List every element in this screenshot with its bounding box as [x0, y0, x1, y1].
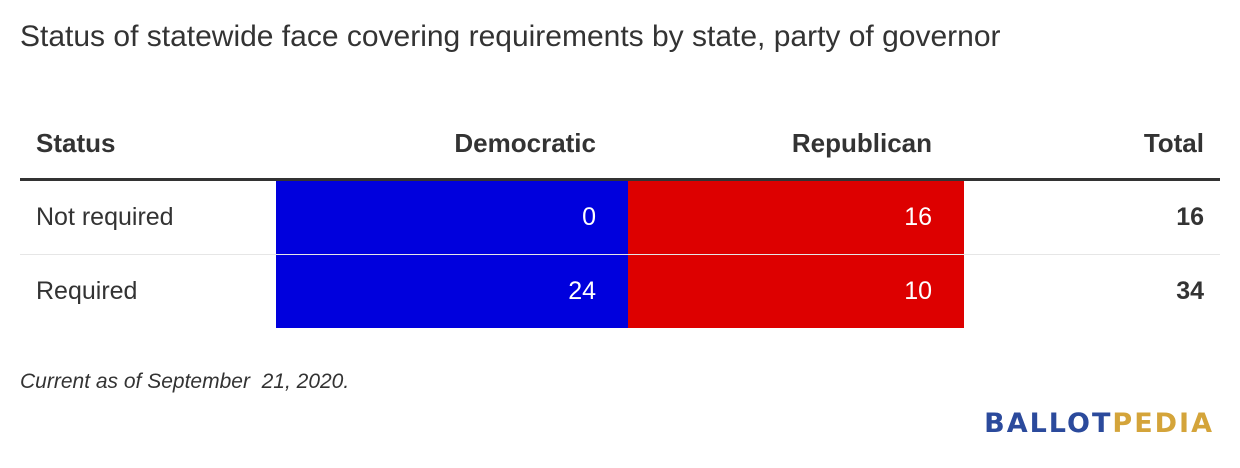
logo-part-ballot: BALLOT	[984, 408, 1113, 439]
total-cell: 34	[1176, 277, 1204, 305]
header-status: Status	[36, 127, 116, 158]
ballotpedia-logo: BALLOTPEDIA	[984, 408, 1214, 439]
row-status-label: Required	[36, 277, 138, 305]
chart-title: Status of statewide face covering requir…	[20, 20, 1001, 53]
logo-part-pedia: PEDIA	[1112, 408, 1214, 439]
row-status-label: Not required	[36, 203, 174, 231]
footnote: Current as of September 21, 2020.	[20, 370, 350, 393]
header-total: Total	[1143, 127, 1204, 158]
header-republican: Republican	[791, 127, 932, 158]
republican-cell: 10	[628, 255, 964, 328]
table-row: Not required 0 16 16	[20, 181, 1220, 255]
table-row: Required 24 10 34	[20, 255, 1220, 328]
democratic-cell: 24	[276, 255, 628, 328]
democratic-cell: 0	[276, 181, 628, 254]
header-democratic: Democratic	[454, 127, 596, 158]
data-table: Status Democratic Republican Total Not r…	[20, 108, 1220, 328]
table-header-row: Status Democratic Republican Total	[20, 108, 1220, 181]
republican-cell: 16	[628, 181, 964, 254]
total-cell: 16	[1176, 203, 1204, 231]
